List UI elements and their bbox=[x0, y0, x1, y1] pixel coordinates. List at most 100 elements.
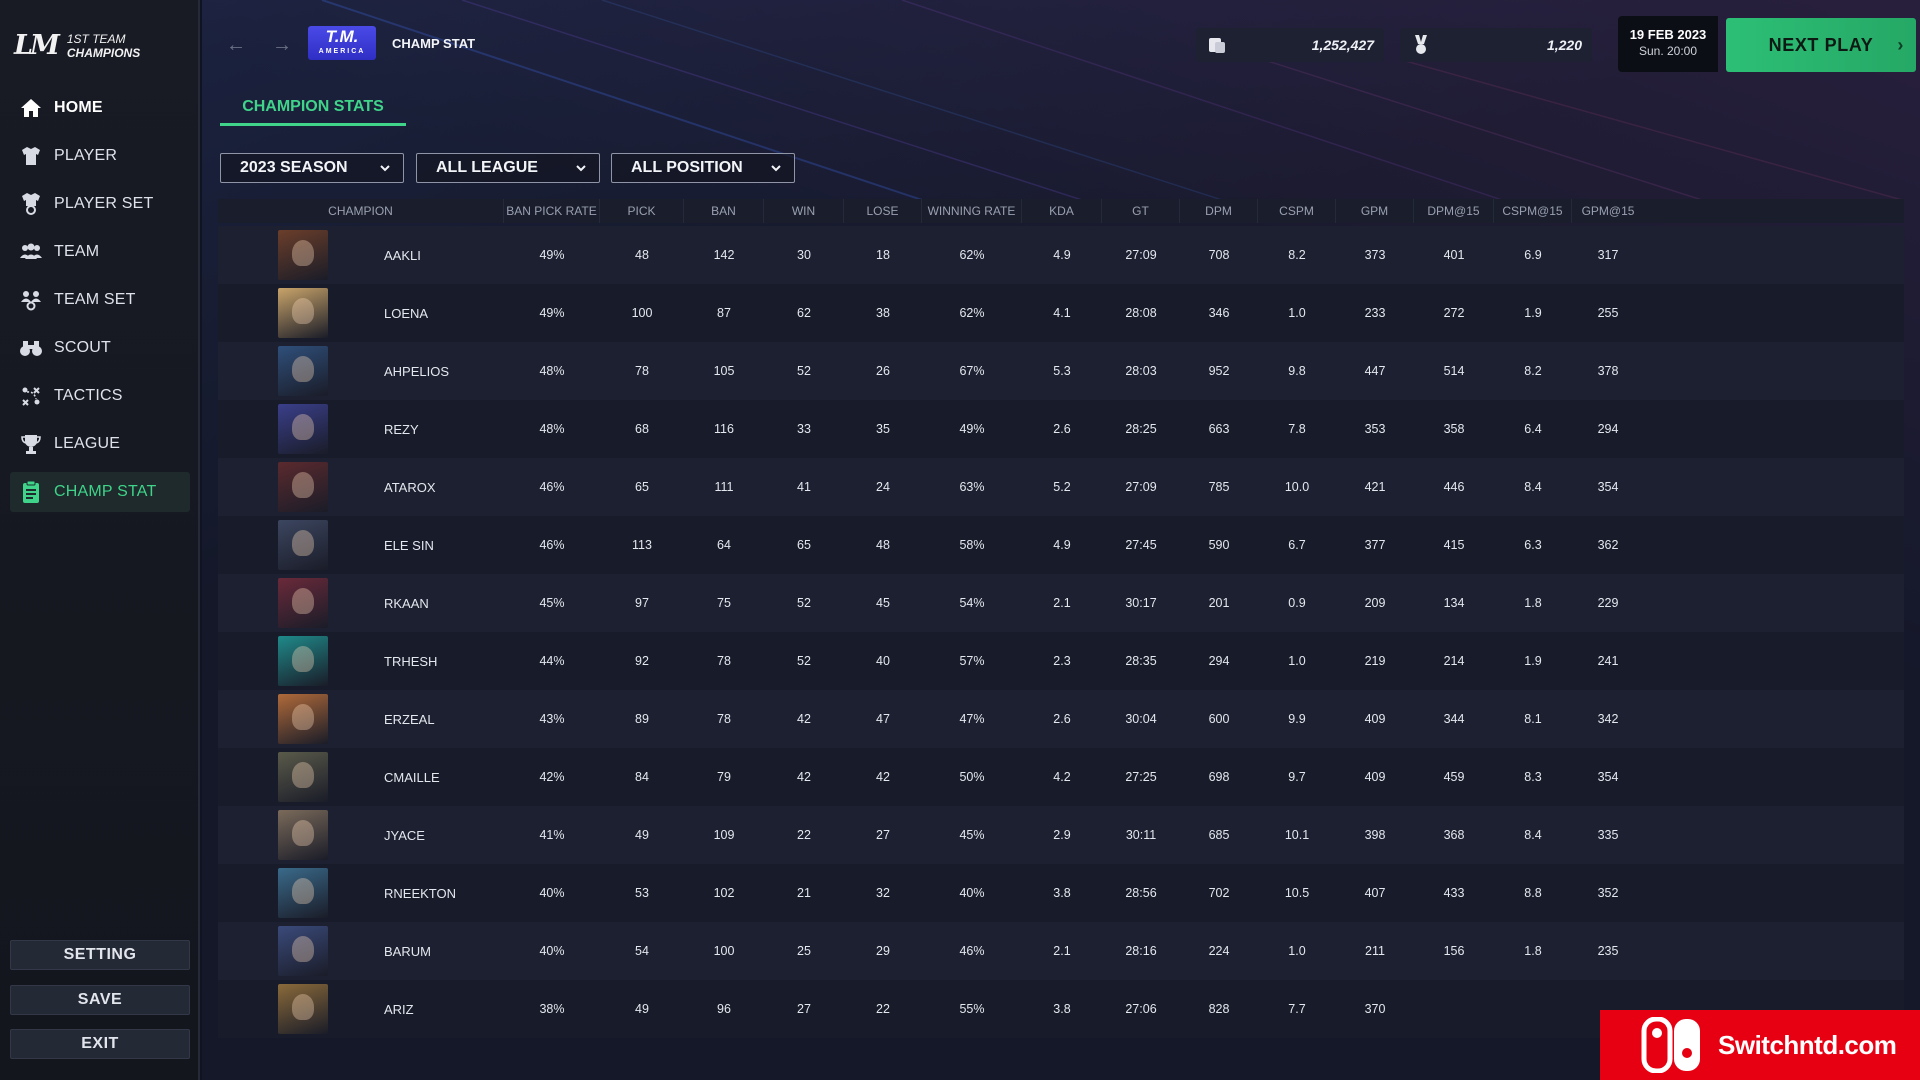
column-header[interactable]: KDA bbox=[1022, 199, 1102, 223]
table-row[interactable]: AAKLI 49% 48 142 30 18 62% 4.9 27:09 708 8.2 373 401… bbox=[218, 226, 1904, 284]
cell-dpm: 224 bbox=[1208, 944, 1230, 958]
column-header[interactable]: CSPM bbox=[1258, 199, 1336, 223]
cell-dpm: 785 bbox=[1208, 480, 1230, 494]
cell-kda: 3.8 bbox=[1053, 886, 1071, 900]
cell-gpm15: 241 bbox=[1597, 654, 1619, 668]
save-button[interactable]: SAVE bbox=[10, 985, 190, 1015]
cell-dpm: 663 bbox=[1208, 422, 1230, 436]
binoculars-icon bbox=[18, 335, 44, 361]
cell-gt: 30:17 bbox=[1125, 596, 1157, 610]
cell-win: 65 bbox=[797, 538, 811, 552]
cell-cspm15: 1.9 bbox=[1524, 306, 1542, 320]
arrow-left-icon[interactable]: ← bbox=[226, 34, 246, 56]
column-header[interactable]: BAN PICK RATE bbox=[504, 199, 600, 223]
sidebar-item-label: LEAGUE bbox=[54, 435, 121, 452]
league-dropdown[interactable]: ALL LEAGUE bbox=[416, 153, 600, 183]
cell-bpr: 42% bbox=[539, 770, 565, 784]
column-header[interactable]: GT bbox=[1102, 199, 1180, 223]
season-value: 2023 SEASON bbox=[240, 159, 348, 176]
cell-gpm15: 235 bbox=[1597, 944, 1619, 958]
setting-button[interactable]: SETTING bbox=[10, 940, 190, 970]
cell-dpm15: 214 bbox=[1443, 654, 1465, 668]
cell-pick: 97 bbox=[635, 596, 649, 610]
cell-kda: 5.2 bbox=[1053, 480, 1071, 494]
cell-ban: 79 bbox=[717, 770, 731, 784]
cell-wr: 49% bbox=[959, 422, 985, 436]
column-header[interactable]: WIN bbox=[764, 199, 844, 223]
exit-button[interactable]: EXIT bbox=[10, 1029, 190, 1059]
table-row[interactable]: REZY 48% 68 116 33 35 49% 2.6 28:25 663 7.8 353 358 6… bbox=[218, 400, 1904, 458]
arrow-right-icon[interactable]: → bbox=[272, 34, 292, 56]
season-dropdown[interactable]: 2023 SEASON bbox=[220, 153, 404, 183]
cell-win: 42 bbox=[797, 770, 811, 784]
cell-win: 27 bbox=[797, 1002, 811, 1016]
champion-name: RNEEKTON bbox=[384, 885, 456, 901]
team-badge[interactable]: T.M. AMERICA bbox=[308, 26, 376, 60]
cell-wr: 67% bbox=[959, 364, 985, 378]
table-row[interactable]: TRHESH 44% 92 78 52 40 57% 2.3 28:35 294 1.0 219 214… bbox=[218, 632, 1904, 690]
cell-pick: 68 bbox=[635, 422, 649, 436]
cell-cspm: 0.9 bbox=[1288, 596, 1306, 610]
table-row[interactable]: ATAROX 46% 65 111 41 24 63% 5.2 27:09 785 10.0 421 4… bbox=[218, 458, 1904, 516]
cell-lose: 40 bbox=[876, 654, 890, 668]
next-play-button[interactable]: NEXT PLAY › bbox=[1726, 18, 1916, 72]
cell-pick: 92 bbox=[635, 654, 649, 668]
cell-kda: 2.3 bbox=[1053, 654, 1071, 668]
table-row[interactable]: BARUM 40% 54 100 25 29 46% 2.1 28:16 224 1.0 211 156… bbox=[218, 922, 1904, 980]
sidebar-item-home[interactable]: HOME bbox=[10, 88, 190, 128]
column-header[interactable]: CHAMPION bbox=[218, 199, 504, 223]
champion-cell: REZY bbox=[218, 404, 504, 454]
table-row[interactable]: CMAILLE 42% 84 79 42 42 50% 4.2 27:25 698 9.7 409 45… bbox=[218, 748, 1904, 806]
column-header[interactable]: BAN bbox=[684, 199, 764, 223]
column-header[interactable]: CSPM@15 bbox=[1494, 199, 1572, 223]
column-header[interactable]: GPM bbox=[1336, 199, 1414, 223]
column-header[interactable]: GPM@15 bbox=[1581, 204, 1635, 218]
cell-cspm: 10.1 bbox=[1284, 828, 1310, 842]
cell-bpr: 46% bbox=[539, 480, 565, 494]
team-badge-text: T.M. bbox=[325, 27, 359, 46]
sidebar-item-label: TACTICS bbox=[54, 387, 123, 404]
cell-gpm: 407 bbox=[1364, 886, 1386, 900]
table-row[interactable]: ERZEAL 43% 89 78 42 47 47% 2.6 30:04 600 9.9 409 344… bbox=[218, 690, 1904, 748]
sidebar-item-league[interactable]: LEAGUE bbox=[10, 424, 190, 464]
sidebar-item-tactics[interactable]: TACTICS bbox=[10, 376, 190, 416]
sidebar-item-champ-stat[interactable]: CHAMP STAT bbox=[10, 472, 190, 512]
cell-gt: 28:56 bbox=[1125, 886, 1157, 900]
position-dropdown[interactable]: ALL POSITION bbox=[611, 153, 795, 183]
table-row[interactable]: RNEEKTON 40% 53 102 21 32 40% 3.8 28:56 702 10.5 40… bbox=[218, 864, 1904, 922]
cell-dpm: 346 bbox=[1208, 306, 1230, 320]
table-row[interactable]: ELE SIN 46% 113 64 65 48 58% 4.9 27:45 590 6.7 377 4… bbox=[218, 516, 1904, 574]
cell-ban: 87 bbox=[717, 306, 731, 320]
table-row[interactable]: JYACE 41% 49 109 22 27 45% 2.9 30:11 685 10.1 398 36… bbox=[218, 806, 1904, 864]
column-header[interactable]: DPM@15 bbox=[1414, 199, 1494, 223]
tab-champion-stats[interactable]: CHAMPION STATS bbox=[220, 92, 406, 126]
sidebar-item-team-set[interactable]: TEAM SET bbox=[10, 280, 190, 320]
cell-lose: 18 bbox=[876, 248, 890, 262]
sidebar-item-team[interactable]: TEAM bbox=[10, 232, 190, 272]
cell-dpm: 590 bbox=[1208, 538, 1230, 552]
sidebar-item-scout[interactable]: SCOUT bbox=[10, 328, 190, 368]
cell-dpm15: 514 bbox=[1443, 364, 1465, 378]
cell-ban: 78 bbox=[717, 712, 731, 726]
champion-cell: JYACE bbox=[218, 810, 504, 860]
cell-bpr: 49% bbox=[539, 248, 565, 262]
column-header[interactable]: PICK bbox=[600, 199, 684, 223]
table-row[interactable]: LOENA 49% 100 87 62 38 62% 4.1 28:08 346 1.0 233 272… bbox=[218, 284, 1904, 342]
cell-ban: 64 bbox=[717, 538, 731, 552]
cell-bpr: 49% bbox=[539, 306, 565, 320]
champion-name: TRHESH bbox=[384, 653, 438, 669]
cell-gpm: 398 bbox=[1364, 828, 1386, 842]
column-header[interactable]: DPM bbox=[1180, 199, 1258, 223]
champion-name: ERZEAL bbox=[384, 711, 435, 727]
column-header[interactable]: LOSE bbox=[844, 199, 922, 223]
table-row[interactable]: AHPELIOS 48% 78 105 52 26 67% 5.3 28:03 952 9.8 447… bbox=[218, 342, 1904, 400]
sidebar-item-player-set[interactable]: PLAYER SET bbox=[10, 184, 190, 224]
watermark-text: Switchntd.com bbox=[1718, 1029, 1897, 1060]
champion-portrait bbox=[278, 810, 328, 860]
sidebar-item-player[interactable]: PLAYER bbox=[10, 136, 190, 176]
column-header[interactable]: WINNING RATE bbox=[922, 199, 1022, 223]
table-row[interactable]: RKAAN 45% 97 75 52 45 54% 2.1 30:17 201 0.9 209 134 1… bbox=[218, 574, 1904, 632]
cell-cspm15: 8.3 bbox=[1524, 770, 1542, 784]
cell-kda: 2.6 bbox=[1053, 712, 1071, 726]
app-logo[interactable]: LM 1ST TEAM CHAMPIONS bbox=[14, 30, 140, 61]
